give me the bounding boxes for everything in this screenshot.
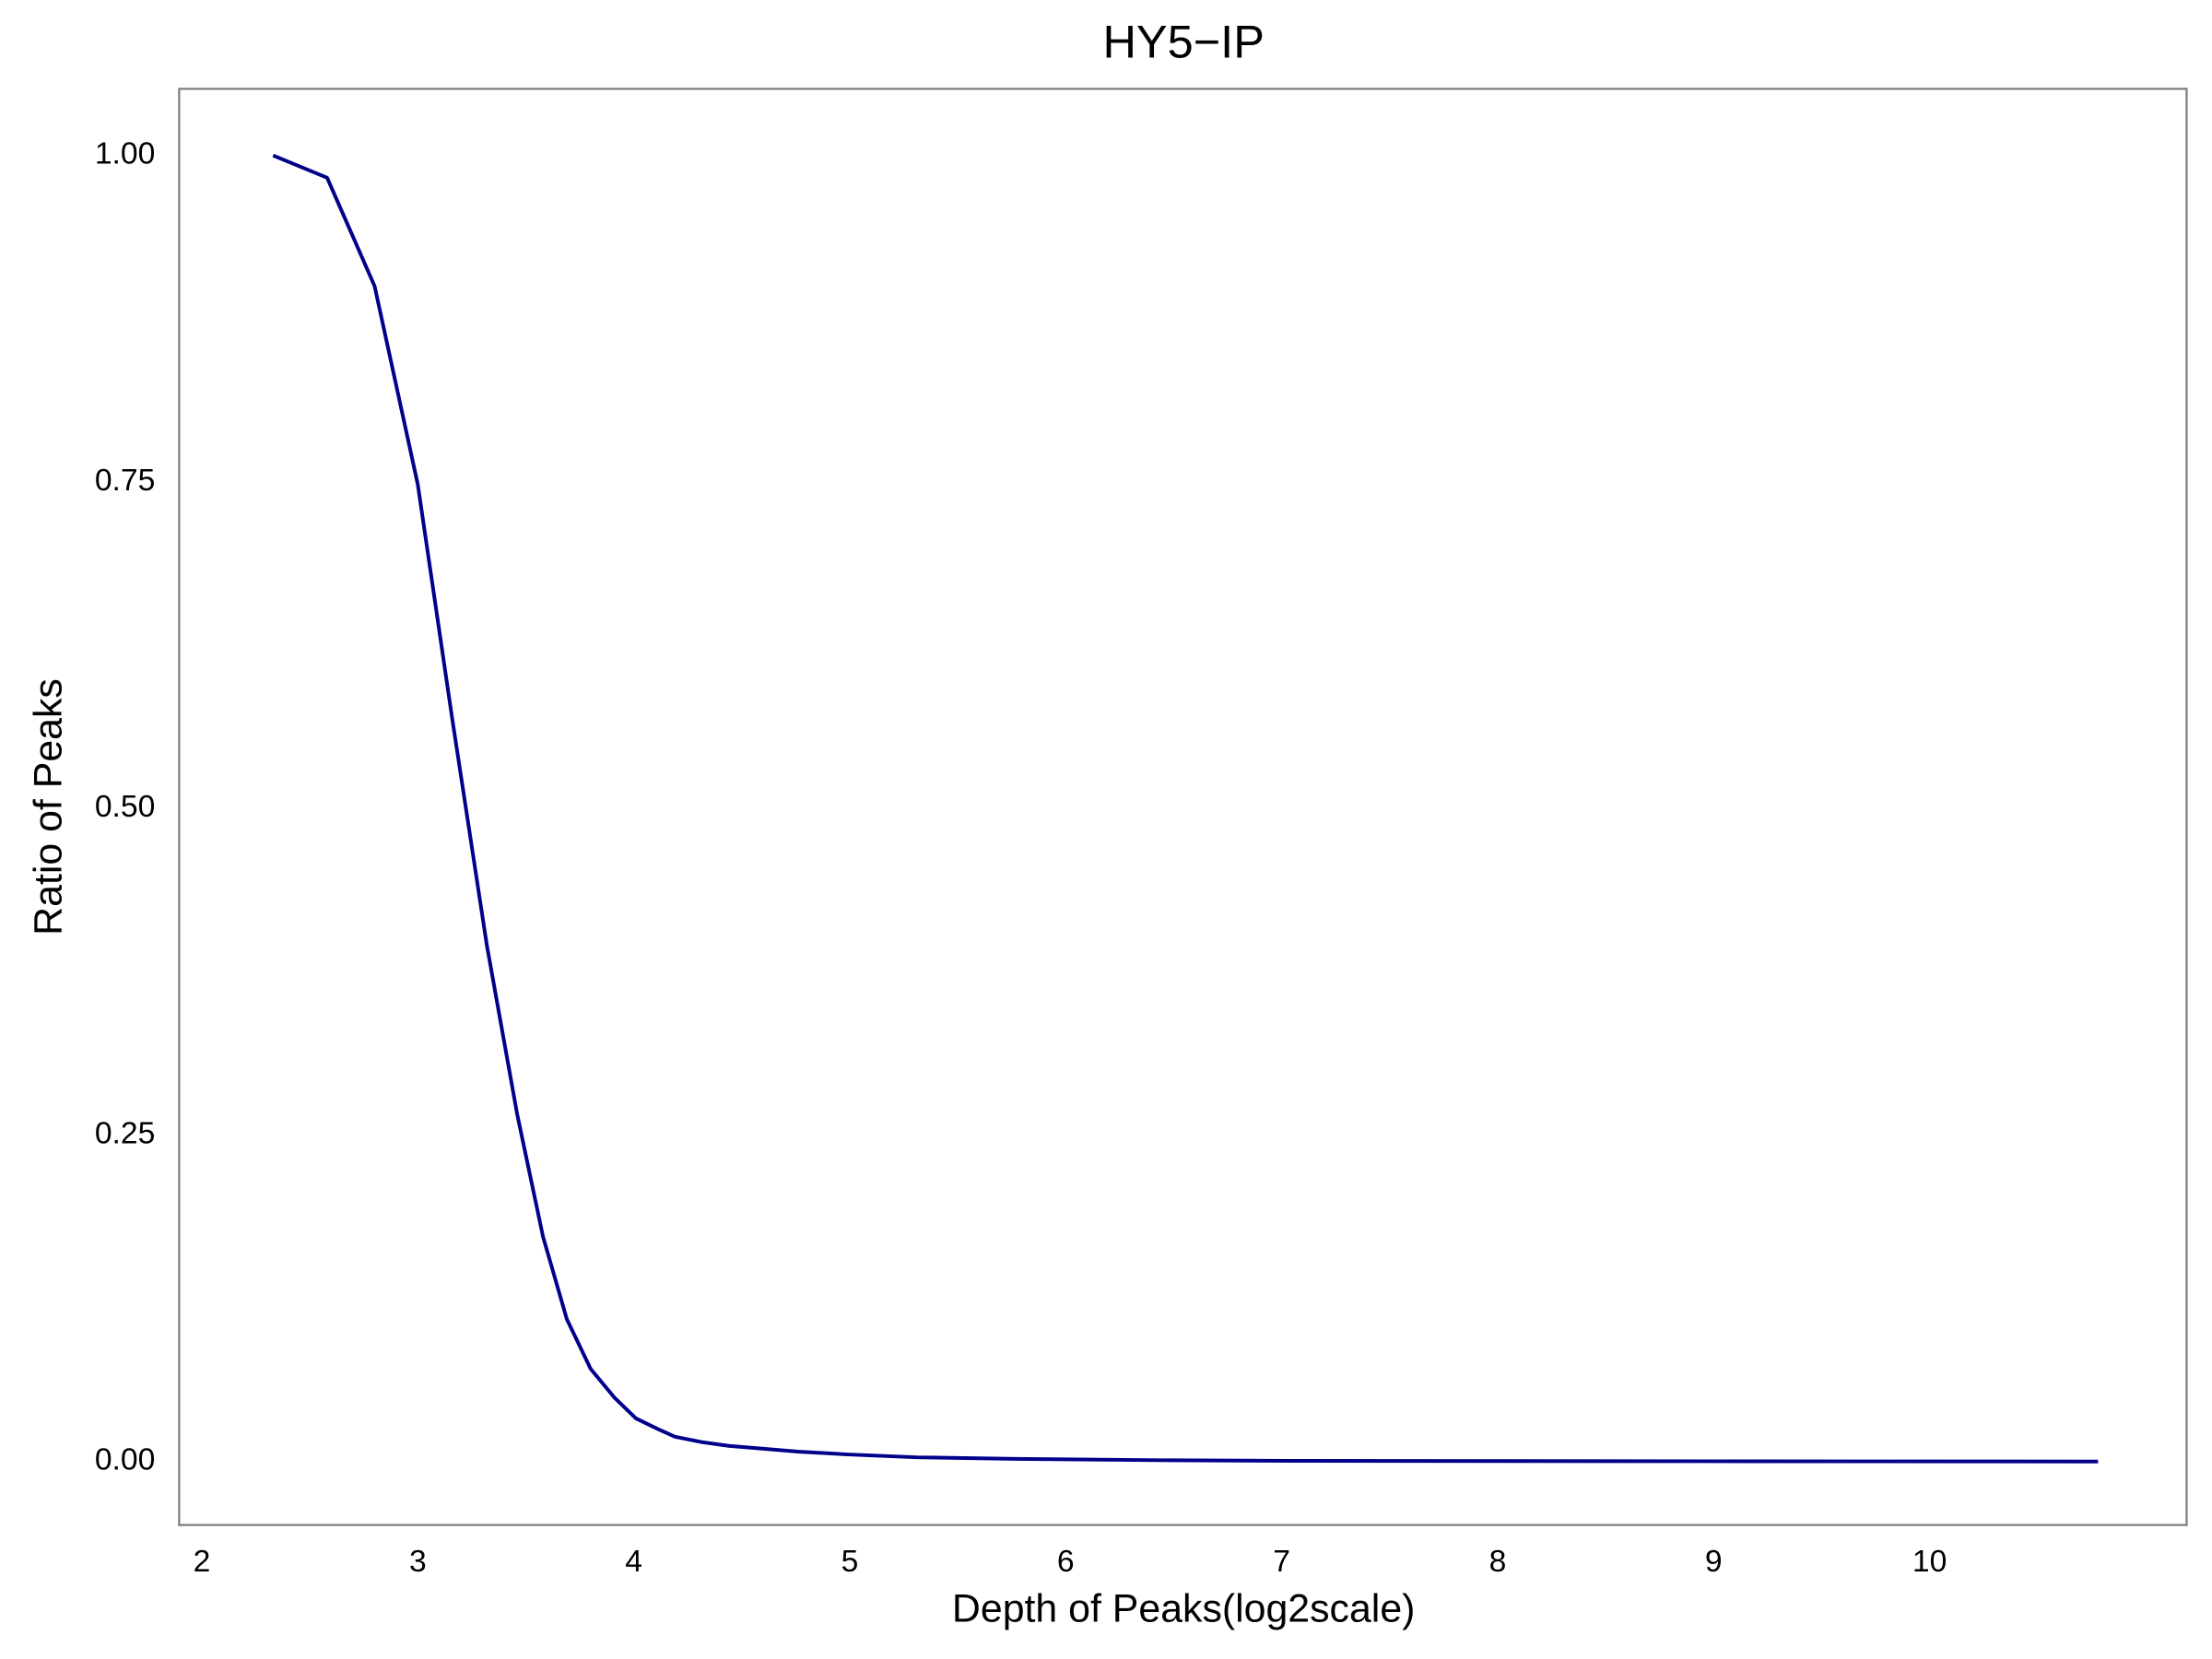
chart-title: HY5−IP xyxy=(1102,15,1264,67)
x-tick-label: 9 xyxy=(1705,1545,1723,1579)
x-tick-label: 2 xyxy=(194,1545,211,1579)
x-tick-label: 8 xyxy=(1489,1545,1507,1579)
x-tick-label: 4 xyxy=(625,1545,642,1579)
x-axis-title: Depth of Peaks(log2scale) xyxy=(952,1586,1416,1630)
y-axis-title: Ratio of Peaks xyxy=(26,678,70,935)
panel-border xyxy=(178,88,2188,1526)
x-tick-label: 3 xyxy=(409,1545,427,1579)
x-tick-label: 5 xyxy=(841,1545,859,1579)
x-tick-label: 10 xyxy=(1912,1545,1947,1579)
y-tick-label: 0.00 xyxy=(95,1443,156,1477)
data-line xyxy=(272,153,2099,1464)
y-tick-label: 0.25 xyxy=(95,1116,156,1150)
y-tick-label: 1.00 xyxy=(95,137,156,171)
y-tick-label: 0.50 xyxy=(95,790,156,824)
x-tick-label: 7 xyxy=(1273,1545,1290,1579)
x-tick-label: 6 xyxy=(1057,1545,1075,1579)
y-tick-label: 0.75 xyxy=(95,464,156,498)
